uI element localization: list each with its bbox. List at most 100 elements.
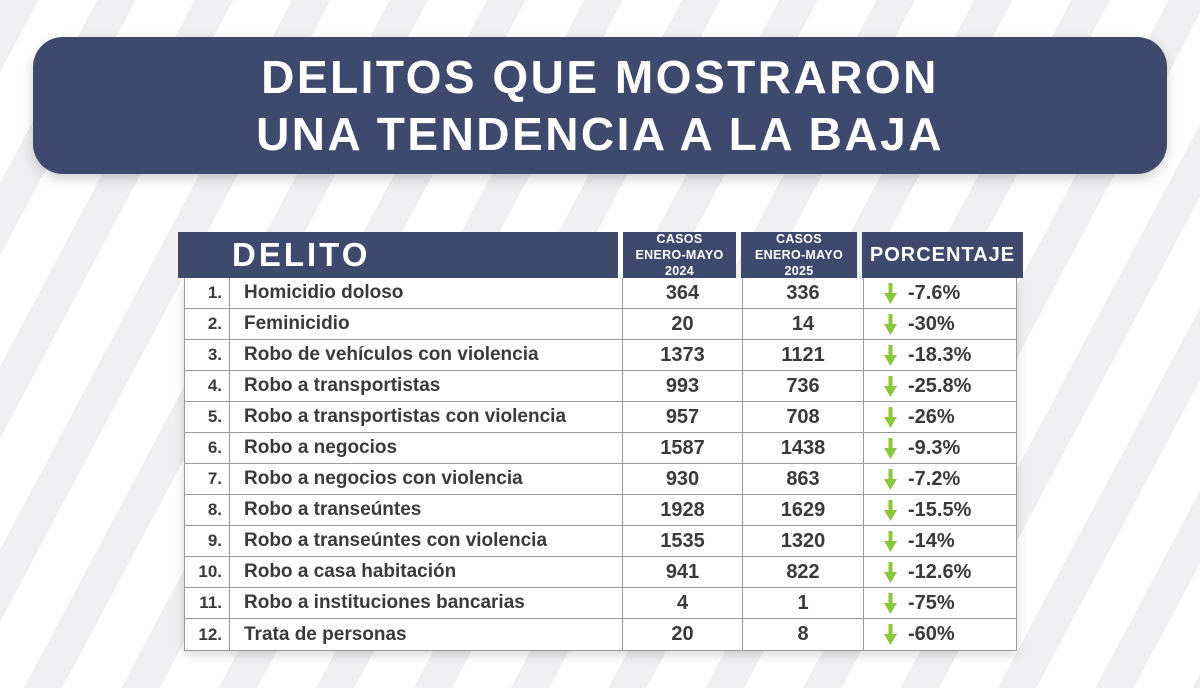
percentage-value: -60%	[908, 623, 955, 645]
table-row: 7. Robo a negocios con violencia 930 863…	[185, 464, 1016, 495]
cases-2024-value: 930	[622, 464, 742, 494]
row-number: 12.	[185, 619, 230, 650]
cases-2024-value: 364	[622, 278, 742, 308]
page-title: DELITOS QUE MOSTRARON UNA TENDENCIA A LA…	[256, 51, 944, 160]
percentage-value: -75%	[908, 591, 955, 614]
cases-2025-value: 1438	[742, 433, 863, 463]
crime-name: Robo a transportistas	[244, 375, 441, 396]
percentage-cell: -15.5%	[863, 495, 1016, 525]
table-row: 2. Feminicidio 20 14 -30%	[185, 309, 1016, 340]
table-row: 3. Robo de vehículos con violencia 1373 …	[185, 340, 1016, 371]
cases-2024-value: 4	[622, 588, 742, 618]
cases-2024-value: 1587	[622, 433, 742, 463]
row-number: 6.	[185, 433, 230, 463]
percentage-value: -9.3%	[908, 436, 961, 459]
cases-2025-value: 14	[742, 309, 863, 339]
header-porcentaje: PORCENTAJE	[862, 232, 1023, 278]
down-arrow-icon	[884, 561, 897, 583]
cases-2025-value: 736	[742, 371, 863, 401]
crime-name: Robo de vehículos con violencia	[244, 344, 539, 365]
cases-2024-value: 993	[622, 371, 742, 401]
percentage-value: -30%	[908, 312, 955, 335]
down-arrow-icon	[884, 344, 897, 366]
table-row: 10. Robo a casa habitación 941 822 -12.6…	[185, 557, 1016, 588]
cases-2024-value: 1373	[622, 340, 742, 370]
percentage-value: -7.2%	[908, 467, 961, 490]
table-row: 9. Robo a transeúntes con violencia 1535…	[185, 526, 1016, 557]
row-number: 8.	[185, 495, 230, 525]
crime-name: Robo a casa habitación	[244, 561, 457, 582]
row-number: 1.	[185, 278, 230, 308]
row-number: 3.	[185, 340, 230, 370]
crime-name: Robo a transeúntes	[244, 499, 422, 520]
table-body: 1. Homicidio doloso 364 336 -7.6% 2. Fem…	[184, 278, 1017, 651]
percentage-value: -7.6%	[908, 281, 961, 304]
down-arrow-icon	[884, 499, 897, 521]
crime-name: Robo a transeúntes con violencia	[244, 530, 548, 551]
table-header-row: DELITO CASOS ENERO-MAYO 2024 CASOS ENERO…	[178, 232, 1023, 278]
crime-name: Homicidio doloso	[244, 282, 404, 303]
cases-2025-value: 8	[742, 619, 863, 650]
header-casos-2024: CASOS ENERO-MAYO 2024	[623, 232, 736, 278]
cases-2025-value: 1121	[742, 340, 863, 370]
cases-2024-value: 1928	[622, 495, 742, 525]
down-arrow-icon	[884, 624, 897, 645]
cases-2024-value: 20	[622, 309, 742, 339]
row-number: 2.	[185, 309, 230, 339]
cases-2025-value: 1320	[742, 526, 863, 556]
percentage-cell: -75%	[863, 588, 1016, 618]
percentage-value: -14%	[908, 529, 955, 552]
cases-2025-value: 863	[742, 464, 863, 494]
row-number: 5.	[185, 402, 230, 432]
cases-2024-value: 957	[622, 402, 742, 432]
table-row: 4. Robo a transportistas 993 736 -25.8%	[185, 371, 1016, 402]
cases-2024-value: 1535	[622, 526, 742, 556]
crimes-table: DELITO CASOS ENERO-MAYO 2024 CASOS ENERO…	[178, 232, 1023, 651]
cases-2025-value: 1629	[742, 495, 863, 525]
down-arrow-icon	[884, 406, 897, 428]
crime-name: Trata de personas	[244, 623, 407, 645]
down-arrow-icon	[884, 313, 897, 335]
crime-name: Feminicidio	[244, 313, 350, 334]
cases-2024-value: 941	[622, 557, 742, 587]
percentage-cell: -18.3%	[863, 340, 1016, 370]
title-banner: DELITOS QUE MOSTRARON UNA TENDENCIA A LA…	[33, 37, 1167, 174]
table-row: 5. Robo a transportistas con violencia 9…	[185, 402, 1016, 433]
down-arrow-icon	[884, 375, 897, 397]
percentage-value: -25.8%	[908, 374, 972, 397]
percentage-value: -18.3%	[908, 343, 972, 366]
percentage-cell: -7.6%	[863, 278, 1016, 308]
percentage-value: -26%	[908, 405, 955, 428]
row-number: 11.	[185, 588, 230, 618]
cases-2025-value: 336	[742, 278, 863, 308]
table-row: 8. Robo a transeúntes 1928 1629 -15.5%	[185, 495, 1016, 526]
percentage-cell: -60%	[863, 619, 1016, 650]
down-arrow-icon	[884, 468, 897, 490]
table-row: 11. Robo a instituciones bancarias 4 1 -…	[185, 588, 1016, 619]
percentage-cell: -25.8%	[863, 371, 1016, 401]
header-delito: DELITO	[178, 232, 618, 278]
down-arrow-icon	[884, 530, 897, 552]
row-number: 9.	[185, 526, 230, 556]
percentage-cell: -26%	[863, 402, 1016, 432]
header-casos-2025: CASOS ENERO-MAYO 2025	[741, 232, 857, 278]
row-number: 10.	[185, 557, 230, 587]
percentage-cell: -7.2%	[863, 464, 1016, 494]
cases-2024-value: 20	[622, 619, 742, 650]
crime-name: Robo a instituciones bancarias	[244, 592, 525, 613]
row-number: 7.	[185, 464, 230, 494]
table-row: 1. Homicidio doloso 364 336 -7.6%	[185, 278, 1016, 309]
crime-name: Robo a negocios	[244, 437, 398, 458]
crime-name: Robo a negocios con violencia	[244, 468, 523, 489]
percentage-cell: -30%	[863, 309, 1016, 339]
percentage-cell: -9.3%	[863, 433, 1016, 463]
cases-2025-value: 822	[742, 557, 863, 587]
table-row: 12. Trata de personas 20 8 -60%	[185, 619, 1016, 650]
percentage-value: -12.6%	[908, 560, 972, 583]
crime-name: Robo a transportistas con violencia	[244, 406, 567, 427]
cases-2025-value: 708	[742, 402, 863, 432]
down-arrow-icon	[884, 592, 897, 614]
table-row: 6. Robo a negocios 1587 1438 -9.3%	[185, 433, 1016, 464]
percentage-value: -15.5%	[908, 498, 972, 521]
down-arrow-icon	[884, 282, 897, 304]
